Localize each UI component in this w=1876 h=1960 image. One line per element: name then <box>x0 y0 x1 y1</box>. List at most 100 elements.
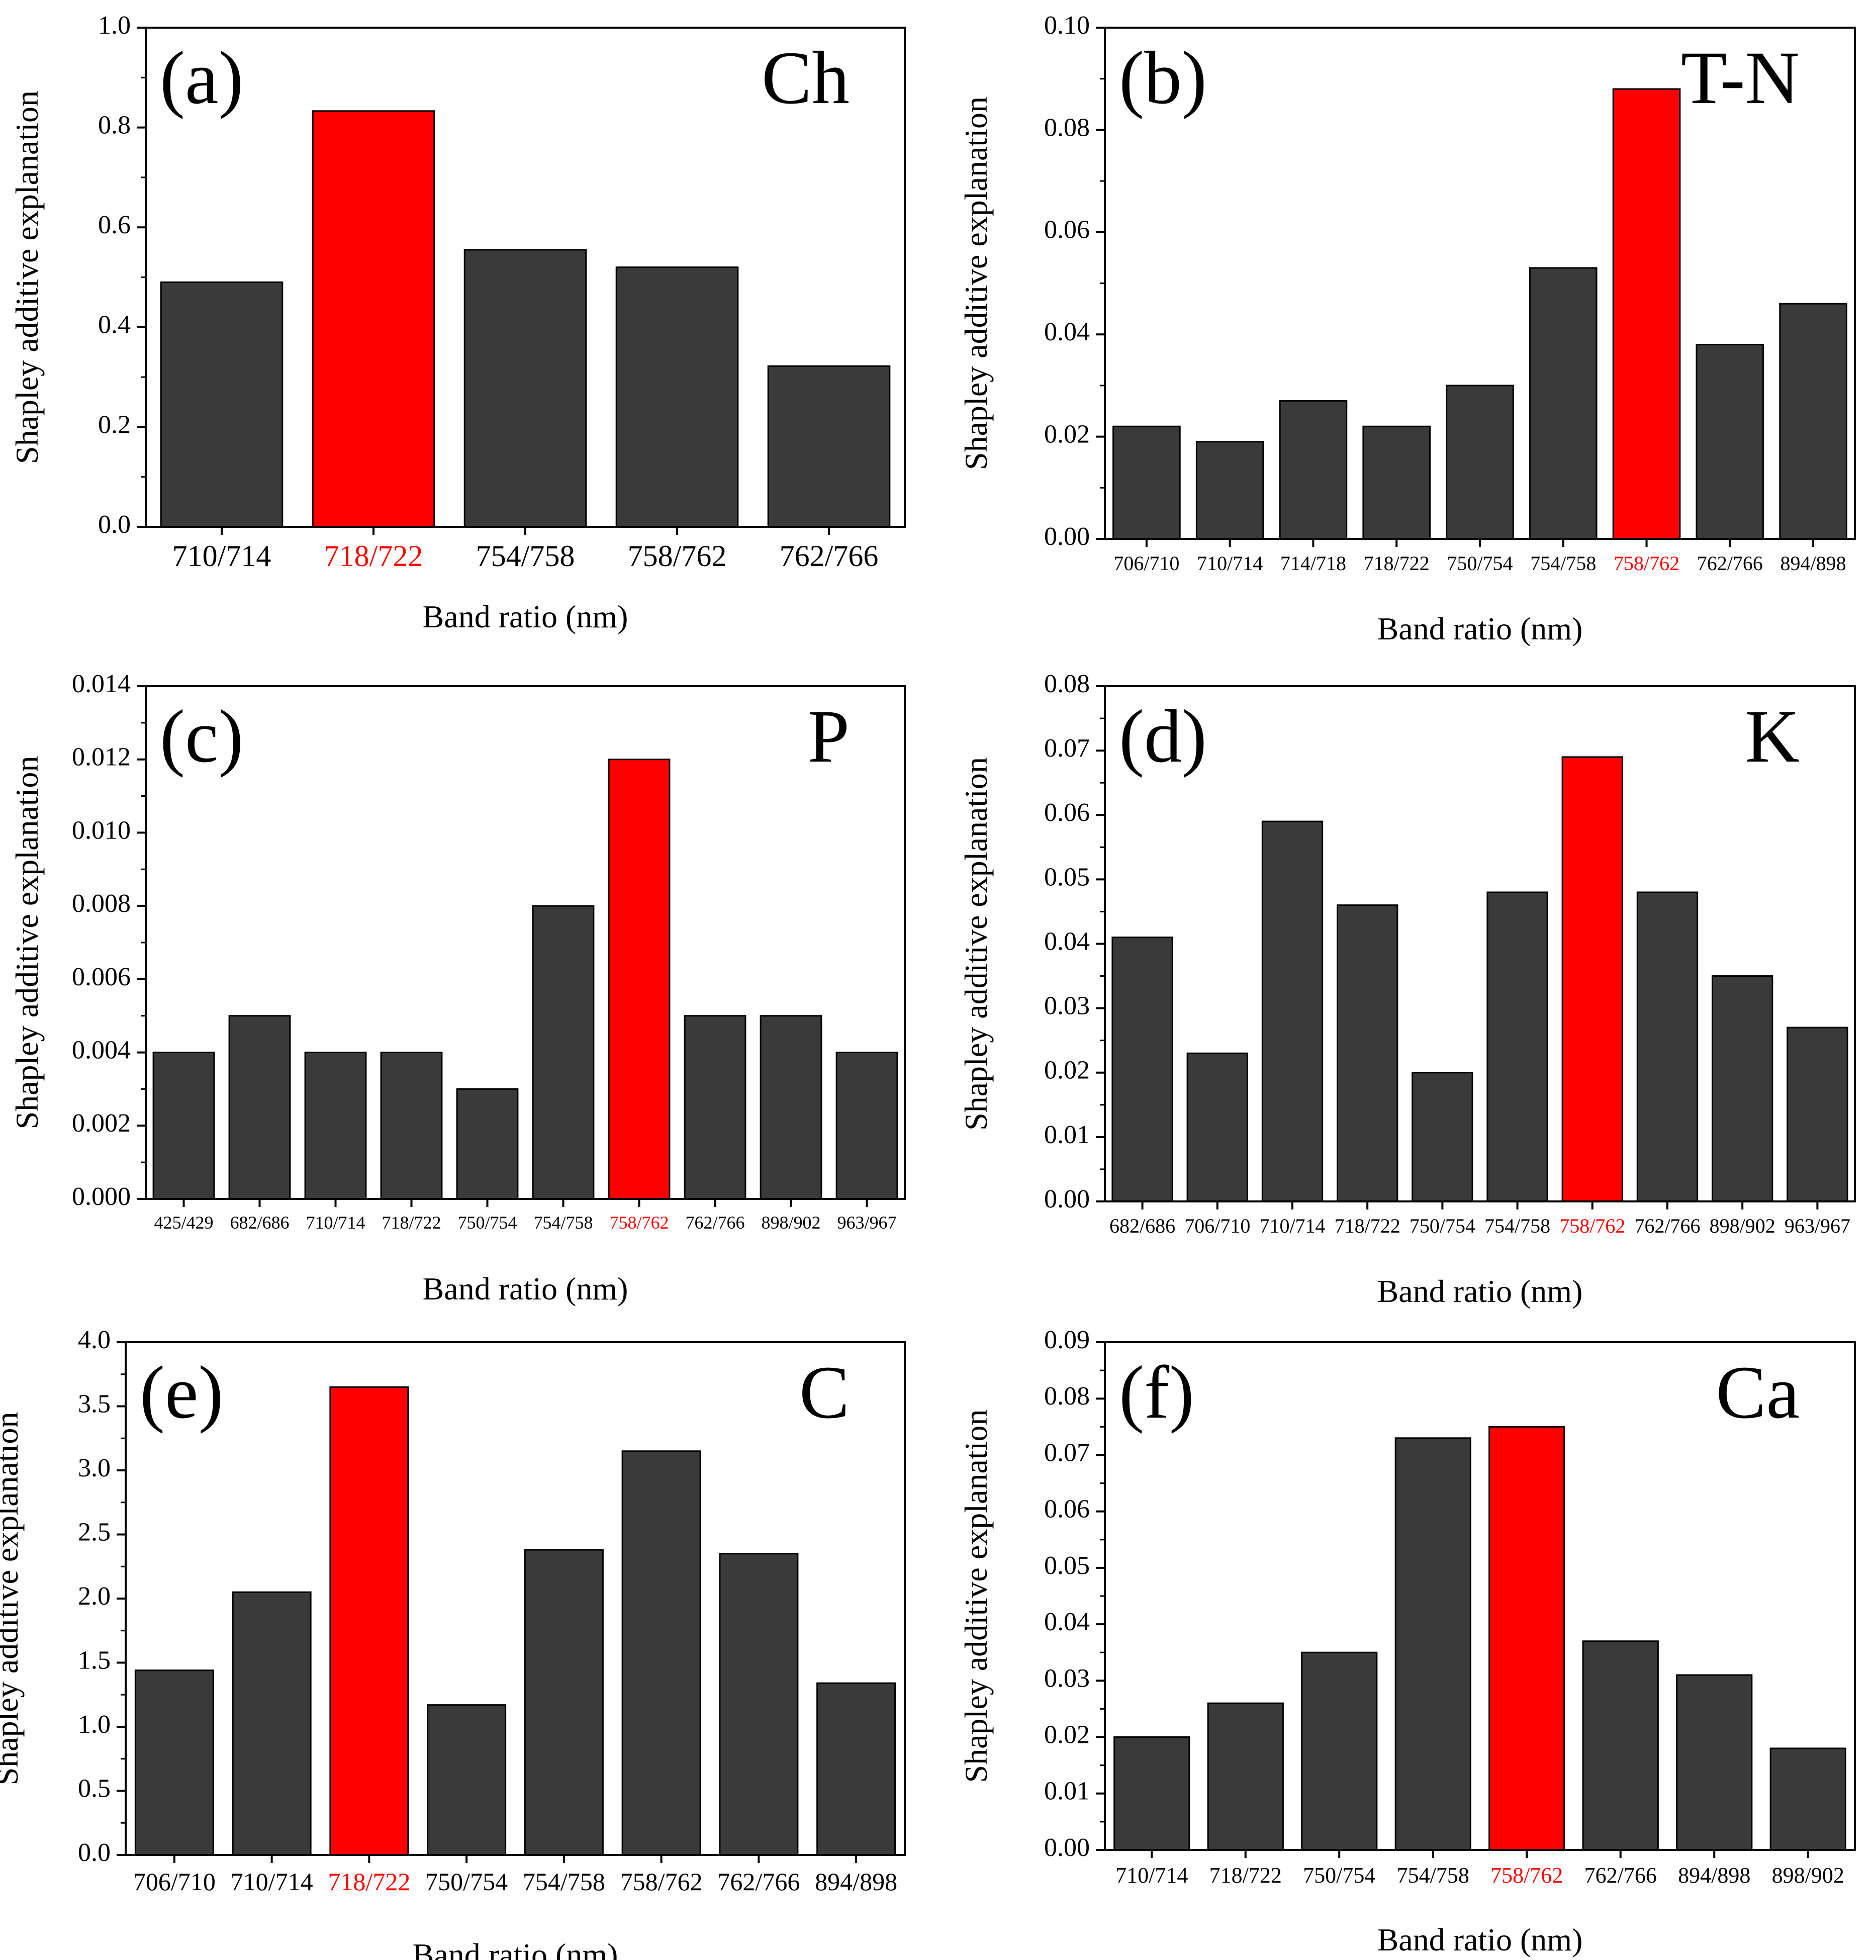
bar <box>816 1682 896 1856</box>
x-tick-label: 894/898 <box>1678 1863 1750 1888</box>
y-tick-label: 0.5 <box>78 1774 111 1803</box>
x-tick-label: 750/754 <box>1410 1215 1475 1237</box>
bar <box>621 1450 701 1856</box>
y-tick-label: 0.01 <box>1044 1121 1090 1149</box>
bar <box>160 281 284 528</box>
x-tick-label: 706/710 <box>1184 1215 1250 1237</box>
bar <box>719 1553 799 1856</box>
bar <box>835 1052 898 1200</box>
y-tick-label: 2.5 <box>78 1518 111 1546</box>
y-tick-label: 0.06 <box>1044 798 1090 827</box>
y-tick-label: 0.8 <box>98 111 131 140</box>
x-tick-label: 425/429 <box>154 1212 213 1233</box>
bar <box>532 905 595 1200</box>
bar <box>1112 425 1181 540</box>
x-tick-label: 718/722 <box>1335 1215 1400 1237</box>
highlight-bar <box>608 759 671 1200</box>
y-tick-label: 0.10 <box>1044 11 1090 40</box>
highlight-bar <box>1488 1426 1565 1851</box>
y-tick-label: 0.08 <box>1044 670 1090 698</box>
y-tick-label: 0.02 <box>1044 420 1090 449</box>
x-tick-label: 754/758 <box>1530 552 1596 575</box>
chart-panel: 0.00 0.01 0.02 0.03 0.04 0.05 0.06 0.07 0.08 0.09… <box>958 1326 1856 1957</box>
chart-panel: 0.0 0.2 0.4 0.6 0.8 1.0 710/714 718/722 754/758 7… <box>9 11 906 634</box>
bar <box>304 1052 367 1200</box>
bar <box>380 1052 443 1200</box>
bar <box>767 365 891 528</box>
bar <box>1529 267 1598 540</box>
x-tick-label: 714/718 <box>1280 552 1346 575</box>
y-tick-label: 3.0 <box>78 1454 111 1482</box>
x-tick-label: 754/758 <box>533 1212 593 1233</box>
y-tick-label: 0.006 <box>72 963 131 991</box>
y-tick-label: 2.0 <box>78 1582 111 1611</box>
y-axis-title: Shapley additive explanation <box>9 756 45 1130</box>
x-tick-label: 894/898 <box>1780 552 1846 575</box>
bar <box>684 1015 746 1200</box>
x-tick-label: 710/714 <box>1115 1863 1188 1888</box>
bar <box>463 249 587 528</box>
y-tick-label: 0.03 <box>1044 1664 1090 1693</box>
x-tick-label: 754/758 <box>1484 1215 1550 1237</box>
element-label: Ch <box>762 36 850 120</box>
bar <box>1207 1702 1284 1851</box>
y-tick-label: 0.012 <box>72 743 131 772</box>
x-tick-label: 762/766 <box>1634 1215 1700 1237</box>
y-tick-label: 1.5 <box>78 1646 111 1674</box>
y-axis-title: Shapley additive explanation <box>958 1410 994 1783</box>
x-tick-label: 710/714 <box>1197 552 1263 575</box>
x-tick-label: 898/902 <box>1710 1215 1775 1237</box>
x-tick-label: 718/722 <box>324 539 423 573</box>
x-tick-label: 754/758 <box>476 539 575 573</box>
y-axis-title: Shapley additive explanation <box>0 1412 25 1786</box>
x-tick-label: 750/754 <box>425 1868 508 1896</box>
bar <box>1186 1052 1248 1202</box>
x-tick-label: 762/766 <box>717 1868 800 1896</box>
bar <box>615 266 739 528</box>
highlight-bar <box>312 110 435 528</box>
y-tick-label: 0.008 <box>72 889 131 918</box>
panel-label: (a) <box>160 36 243 120</box>
x-axis-title: Band ratio (nm) <box>1377 1273 1583 1309</box>
plot-frame <box>1104 1341 1856 1851</box>
y-tick-label: 0.00 <box>1044 1833 1090 1862</box>
bar <box>1696 344 1764 540</box>
highlight-bar <box>329 1386 409 1856</box>
x-tick-label: 682/686 <box>230 1212 289 1233</box>
x-tick-label: 710/714 <box>172 539 271 573</box>
highlight-bar <box>1612 88 1681 540</box>
x-axis-title: Band ratio (nm) <box>423 1271 628 1306</box>
bar <box>1712 975 1773 1202</box>
plot-frame <box>1104 27 1856 540</box>
y-tick-label: 0.06 <box>1044 216 1090 244</box>
y-tick-label: 0.08 <box>1044 113 1090 142</box>
element-label: P <box>808 695 850 778</box>
x-tick-label: 750/754 <box>1303 1863 1375 1888</box>
bar <box>1362 425 1431 540</box>
y-tick-label: 1.0 <box>78 1710 111 1739</box>
y-tick-label: 3.5 <box>78 1389 111 1418</box>
x-tick-label: 710/714 <box>1259 1215 1325 1237</box>
panel-label: (b) <box>1119 36 1207 120</box>
bar <box>134 1669 214 1856</box>
element-label: Ca <box>1716 1351 1800 1434</box>
y-tick-label: 0.014 <box>72 670 131 698</box>
plot-frame <box>145 27 906 528</box>
x-tick-label: 706/710 <box>133 1868 216 1896</box>
x-tick-label: 758/762 <box>609 1212 669 1233</box>
y-tick-label: 0.004 <box>72 1036 131 1065</box>
bar <box>1412 1072 1473 1202</box>
x-tick-label: 754/758 <box>523 1868 605 1896</box>
bar <box>1787 1026 1848 1202</box>
bar <box>1446 385 1514 540</box>
x-tick-label: 750/754 <box>457 1212 517 1233</box>
panel-label: (e) <box>140 1351 223 1434</box>
bar <box>232 1591 312 1856</box>
bar <box>427 1704 507 1856</box>
bar <box>524 1549 604 1856</box>
x-tick-label: 894/898 <box>815 1868 897 1896</box>
x-tick-label: 898/902 <box>761 1212 820 1233</box>
y-axis-title: Shapley additive explanation <box>958 757 994 1131</box>
bar <box>1113 1736 1190 1851</box>
bar <box>1636 891 1699 1202</box>
